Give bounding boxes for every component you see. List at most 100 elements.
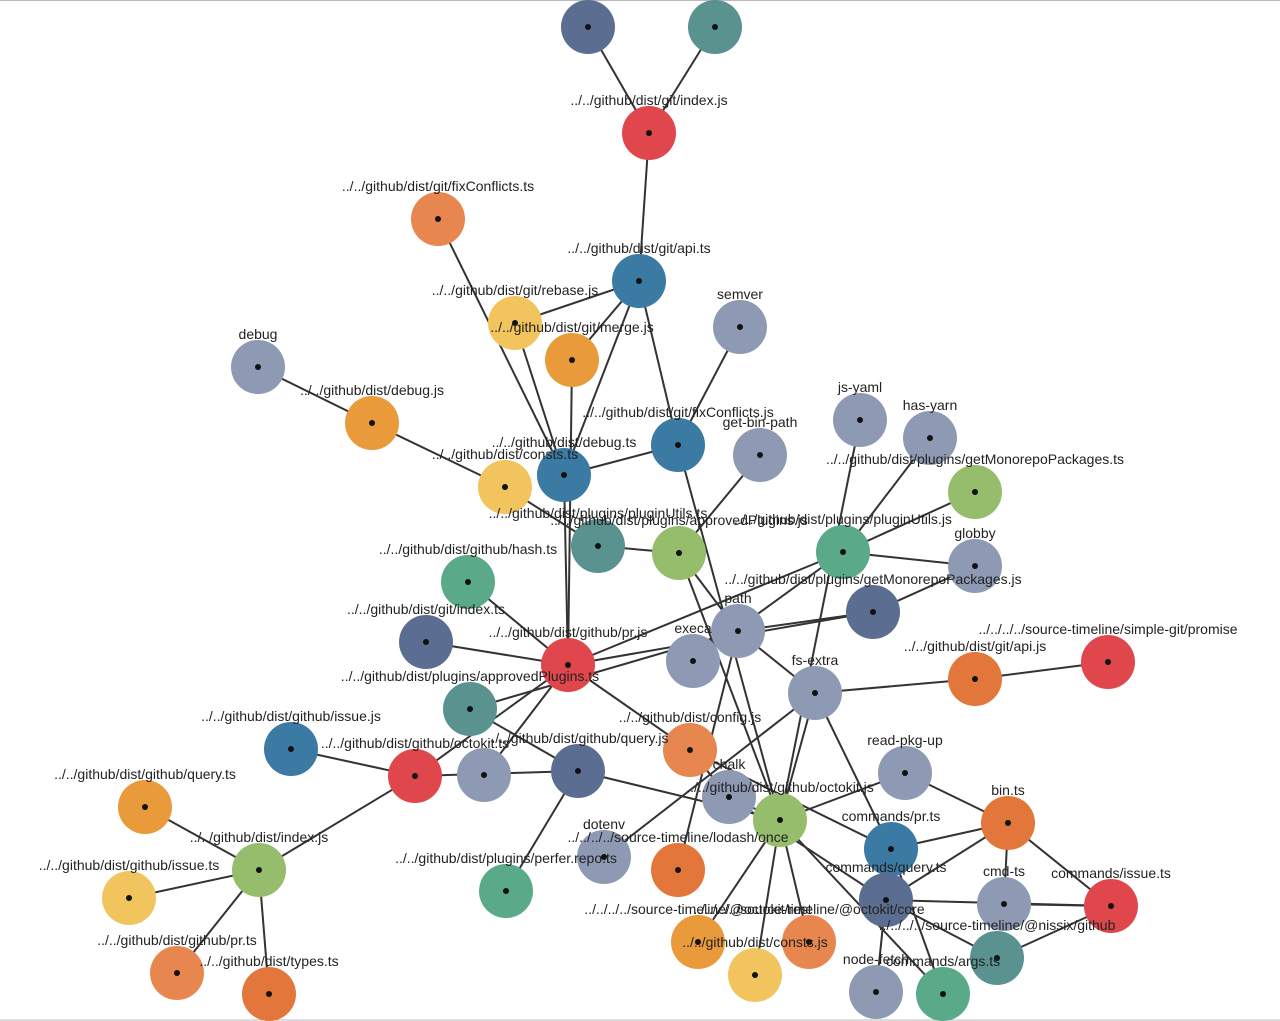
node-dot — [561, 472, 567, 478]
node-dot — [1108, 903, 1114, 909]
node-label: ../../github/dist/plugins/perfer.repo.ts — [395, 850, 617, 866]
node-label: ../../github/dist/github/octokit.ts — [321, 735, 509, 751]
node-dot — [888, 846, 894, 852]
node-label: ../../../../source-timeline/@nissix/gith… — [879, 917, 1116, 933]
node-label: ../../github/dist/git/merge.js — [490, 319, 653, 335]
edge — [563, 474, 569, 666]
node-dot — [142, 804, 148, 810]
edge — [258, 775, 416, 871]
node-label: ../../../../source-timeline/lodash/once — [568, 829, 789, 845]
node-dot — [126, 895, 132, 901]
node-dot — [585, 24, 591, 30]
node-dot — [502, 484, 508, 490]
node-label: ../../github/dist/debug.ts — [492, 434, 637, 450]
node-label: ../../github/dist/types.ts — [199, 953, 338, 969]
edge — [638, 280, 679, 446]
node-label: ../../github/dist/plugins/pluginUtils.js — [734, 511, 952, 527]
node-label: commands/args.ts — [886, 953, 1000, 969]
node-dot — [565, 662, 571, 668]
node-dot — [595, 543, 601, 549]
edge — [814, 692, 892, 850]
node-dot — [927, 435, 933, 441]
node-dot — [255, 364, 261, 370]
node-label: fs-extra — [792, 652, 839, 668]
node-label: get-bin-path — [723, 414, 798, 430]
node-label: ../../../../source-timeline/@octokit/cor… — [693, 901, 925, 917]
labels: ../../github/dist/git/index.js ../../gith… — [39, 24, 1238, 997]
node-label: bin.ts — [991, 782, 1024, 798]
node-dot — [777, 817, 783, 823]
node-label: ../../github/dist/git/fixConflicts.js — [582, 404, 773, 420]
node-label: ../../../../source-timeline/@octokit/res… — [584, 901, 812, 917]
node-dot — [512, 320, 518, 326]
node-dot — [636, 278, 642, 284]
node-dot — [687, 747, 693, 753]
node-label: ../../github/dist/git/index.ts — [347, 601, 505, 617]
node-label: node-fetch — [843, 951, 909, 967]
node-label: ../../github/dist/plugins/getMonorepoPac… — [724, 571, 1021, 587]
node-label: ../../github/dist/plugins/pluginUtils.ts — [489, 505, 708, 521]
node-dot — [726, 794, 732, 800]
node-dot — [601, 854, 607, 860]
node-label: ../../github/dist/github/pr.ts — [97, 932, 257, 948]
node-label: ../../github/dist/git/fixConflicts.ts — [342, 178, 534, 194]
edge — [567, 359, 573, 666]
node-label: globby — [954, 525, 995, 541]
node-label: ../../github/dist/github/pr.js — [489, 624, 648, 640]
node-dot — [675, 442, 681, 448]
node-dot — [569, 357, 575, 363]
node-label: ../../github/dist/github/issue.ts — [39, 857, 220, 873]
node-dot — [435, 216, 441, 222]
node-dot — [735, 628, 741, 634]
node-dot — [423, 639, 429, 645]
node-label: ../../github/dist/git/api.js — [904, 638, 1046, 654]
edge — [437, 218, 565, 476]
node-label: ../../github/dist/config.js — [619, 709, 761, 725]
node-dot — [481, 772, 487, 778]
node-label: ../../github/dist/plugins/approvedPlugin… — [341, 668, 599, 684]
node-dot — [676, 550, 682, 556]
node-dot — [737, 324, 743, 330]
node-dot — [675, 867, 681, 873]
node-dot — [1001, 901, 1007, 907]
node-dot — [902, 770, 908, 776]
node-dot — [1105, 659, 1111, 665]
edge — [678, 552, 781, 821]
node-dot — [812, 690, 818, 696]
node-label: ../../github/dist/debug.js — [300, 382, 444, 398]
node-label: dotenv — [583, 816, 625, 832]
node-label: ../../github/dist/git/index.js — [570, 92, 727, 108]
node-dot — [857, 417, 863, 423]
node-dot — [646, 130, 652, 136]
node-label: read-pkg-up — [867, 732, 943, 748]
node-label: ../../github/dist/github/octokit.js — [686, 779, 874, 795]
node-label: ../../github/dist/git/rebase.js — [432, 282, 599, 298]
node-dot — [712, 24, 718, 30]
node-dot — [972, 563, 978, 569]
edge — [563, 280, 640, 476]
node-dot — [256, 867, 262, 873]
node-label: ../../github/dist/plugins/getMonorepoPac… — [826, 451, 1124, 467]
node-label: commands/pr.ts — [842, 808, 941, 824]
node-dot — [695, 939, 701, 945]
node-dot — [288, 746, 294, 752]
node-label: js-yaml — [837, 379, 882, 395]
node-dot — [467, 706, 473, 712]
node-label: execa — [674, 620, 712, 636]
node-label: ../../github/dist/consts.ts — [432, 446, 578, 462]
node-dot — [503, 888, 509, 894]
nodes — [102, 0, 1138, 1021]
node-dot — [690, 658, 696, 664]
node-label: ../../github/dist/git/api.ts — [567, 240, 710, 256]
node-dot — [870, 609, 876, 615]
node-label: ../../github/dist/consts.js — [682, 934, 828, 950]
node-label: cmd-ts — [983, 863, 1025, 879]
node-dot — [940, 991, 946, 997]
node-dot — [994, 955, 1000, 961]
node-label: ../../../../source-timeline/simple-git/p… — [978, 621, 1237, 637]
node-dot — [1005, 820, 1011, 826]
node-label: ../../github/dist/github/hash.ts — [379, 541, 557, 557]
node-dot — [806, 939, 812, 945]
node-label: semver — [717, 286, 763, 302]
